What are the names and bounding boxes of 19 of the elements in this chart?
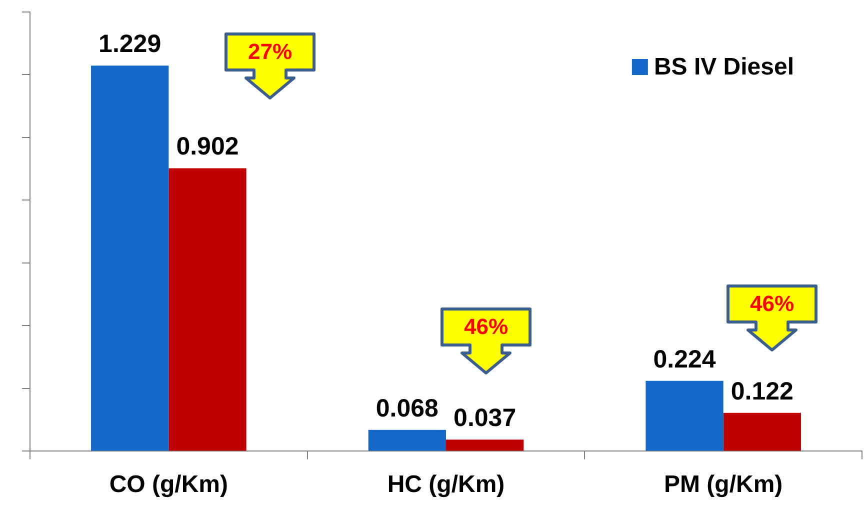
data-label: 0.122 bbox=[730, 377, 794, 406]
bar bbox=[723, 412, 801, 451]
data-label: 0.037 bbox=[454, 404, 516, 432]
bar bbox=[368, 430, 446, 451]
data-label: 0.224 bbox=[653, 345, 716, 374]
x-tick-label: PM (g/Km) bbox=[664, 471, 783, 498]
x-tick-label: CO (g/Km) bbox=[109, 471, 228, 498]
annotation: 27% bbox=[246, 38, 294, 66]
data-label: 0.068 bbox=[376, 394, 439, 422]
data-label: 1.229 bbox=[98, 30, 162, 58]
legend-label: BS IV Diesel bbox=[654, 54, 794, 81]
data-label: 0.902 bbox=[176, 132, 239, 161]
x-tick-label: HC (g/Km) bbox=[387, 471, 505, 498]
annotation: 46% bbox=[748, 290, 796, 318]
bar bbox=[168, 168, 246, 451]
bar bbox=[91, 66, 169, 451]
bar bbox=[446, 440, 524, 451]
bar bbox=[646, 380, 724, 451]
annotation: 46% bbox=[462, 313, 510, 341]
